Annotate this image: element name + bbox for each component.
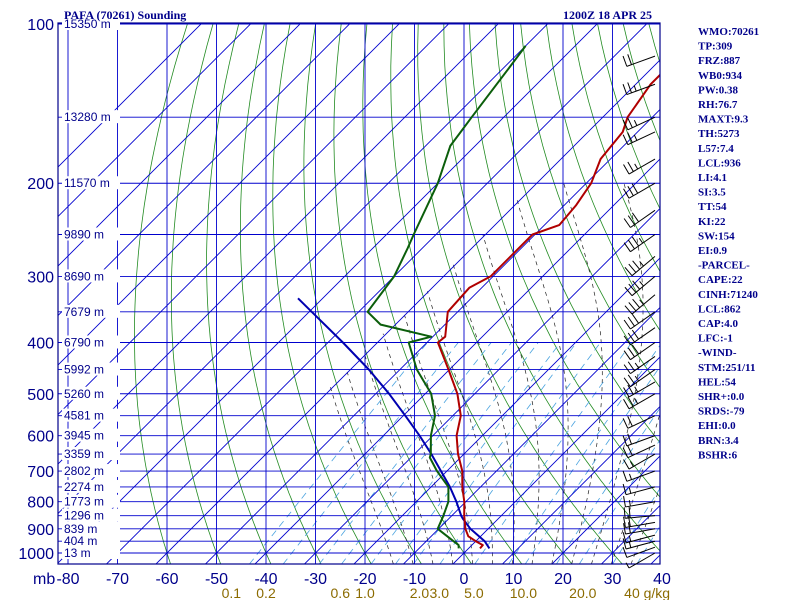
index-line: FRZ:887	[698, 55, 741, 67]
index-line: CINH:71240	[698, 289, 758, 301]
mixing-ratio-label: 0.6	[331, 585, 351, 600]
height-label: 9890 m	[64, 228, 104, 242]
height-label: 3359 m	[64, 447, 104, 461]
height-label: 1296 m	[64, 509, 104, 523]
height-label: 6790 m	[64, 335, 104, 349]
temperature-tick-label: -70	[106, 571, 129, 588]
index-line: STM:251/11	[698, 362, 755, 374]
height-label: 13280 m	[64, 110, 111, 124]
index-line: LFC:-1	[698, 333, 733, 345]
index-line: EI:0.9	[698, 245, 728, 257]
mixing-ratio-label: 3.0	[430, 585, 450, 600]
height-label: 1773 m	[64, 495, 104, 509]
index-line: WB0:934	[698, 70, 743, 82]
mixing-ratio-label: 0.1	[222, 585, 242, 600]
temperature-tick-label: 30	[604, 571, 622, 588]
mixing-ratio-label: 5.0	[464, 585, 484, 600]
index-line: RH:76.7	[698, 99, 738, 111]
mixing-ratio-label: 40 g/kg	[624, 585, 670, 600]
temperature-tick-label: -80	[56, 571, 79, 588]
index-line: WMO:70261	[698, 26, 759, 38]
height-label: 3945 m	[64, 429, 104, 443]
height-label: 7679 m	[64, 305, 104, 319]
pressure-tick-label: 600	[27, 429, 54, 446]
height-label: 13 m	[64, 546, 91, 560]
pressure-tick-label: 1000	[18, 546, 54, 563]
index-line: -WIND-	[698, 347, 737, 359]
index-line: SI:3.5	[698, 187, 726, 199]
index-line: PW:0.38	[698, 84, 739, 96]
station-title: PAFA (70261) Sounding	[64, 8, 186, 22]
index-line: EHI:0.0	[698, 420, 736, 432]
temperature-tick-label: -30	[304, 571, 327, 588]
index-line: TH:5273	[698, 128, 740, 140]
pressure-tick-label: 100	[27, 17, 54, 34]
height-label: 4581 m	[64, 409, 104, 423]
sounding-time: 1200Z 18 APR 25	[563, 8, 652, 22]
index-line: LCL:862	[698, 303, 741, 315]
mixing-ratio-label: 0.2	[256, 585, 276, 600]
index-line: HEL:54	[698, 376, 736, 388]
pressure-tick-label: 900	[27, 522, 54, 539]
index-line: BSHR:6	[698, 449, 738, 461]
index-line: L57:7.4	[698, 143, 734, 155]
index-line: CAPE:22	[698, 274, 743, 286]
index-line: BRN:3.4	[698, 435, 739, 447]
height-label: 2802 m	[64, 464, 104, 478]
index-line: CAP:4.0	[698, 318, 739, 330]
height-label: 5260 m	[64, 387, 104, 401]
mixing-ratio-label: 2.0	[410, 585, 430, 600]
height-label: 8690 m	[64, 269, 104, 283]
index-line: LI:4.1	[698, 172, 727, 184]
pressure-tick-label: 800	[27, 495, 54, 512]
mixing-ratio-label: 10.0	[510, 585, 537, 600]
index-line: MAXT:9.3	[698, 114, 749, 126]
index-line: TT:54	[698, 201, 727, 213]
temperature-tick-label: -60	[155, 571, 178, 588]
pressure-tick-label: 300	[27, 269, 54, 286]
index-line: SHR+:0.0	[698, 391, 745, 403]
pressure-tick-label: 400	[27, 335, 54, 352]
index-line: SW:154	[698, 230, 735, 242]
height-label: 5992 m	[64, 363, 104, 377]
height-label: 2274 m	[64, 480, 104, 494]
index-line: TP:309	[698, 41, 733, 53]
index-line: LCL:936	[698, 157, 741, 169]
pressure-tick-label: 700	[27, 464, 54, 481]
height-label: 11570 m	[64, 176, 110, 190]
index-line: SRDS:-79	[698, 406, 745, 418]
mixing-ratio-label: 20.0	[569, 585, 596, 600]
pressure-unit-label: mb	[33, 571, 55, 588]
index-line: -PARCEL-	[698, 260, 750, 272]
pressure-tick-label: 200	[27, 176, 54, 193]
pressure-tick-label: 500	[27, 387, 54, 404]
mixing-ratio-label: 1.0	[355, 585, 375, 600]
index-line: KI:22	[698, 216, 726, 228]
